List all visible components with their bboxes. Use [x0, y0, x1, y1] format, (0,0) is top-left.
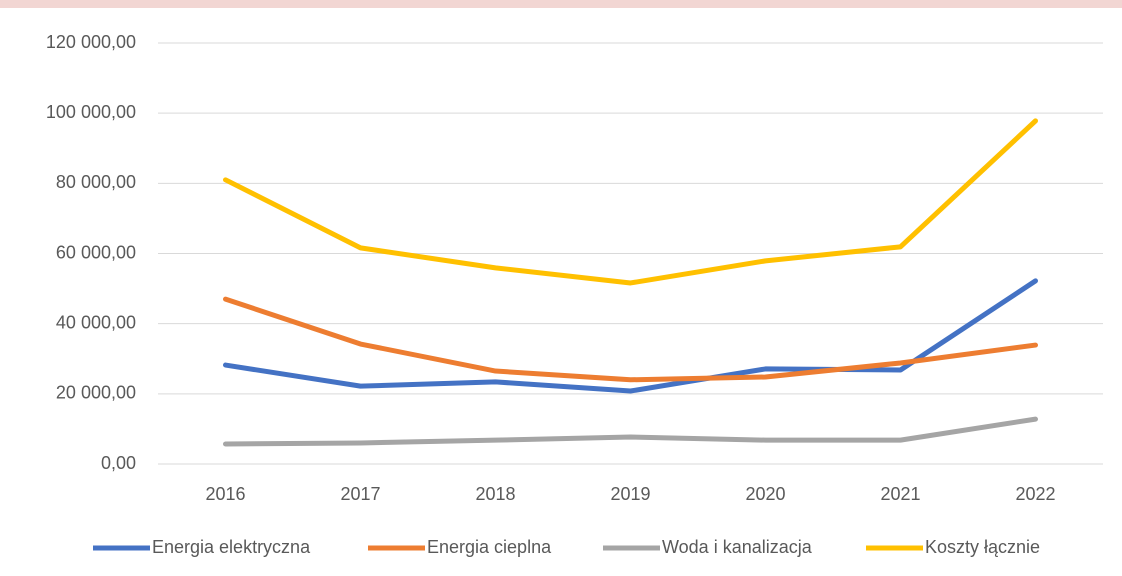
y-tick-label: 40 000,00 [56, 312, 136, 332]
y-tick-label: 20 000,00 [56, 383, 136, 403]
series-line [223, 296, 1038, 383]
page-edge [0, 0, 1122, 8]
y-tick-label: 60 000,00 [56, 242, 136, 262]
x-tick-label: 2018 [475, 484, 515, 504]
legend-label: Energia cieplna [427, 537, 552, 557]
y-tick-label: 120 000,00 [46, 32, 136, 52]
series-line [223, 416, 1038, 447]
legend-label: Koszty łącznie [925, 537, 1040, 557]
legend-label: Woda i kanalizacja [662, 537, 813, 557]
x-tick-label: 2022 [1015, 484, 1055, 504]
y-tick-label: 100 000,00 [46, 102, 136, 122]
x-tick-label: 2020 [745, 484, 785, 504]
y-tick-label: 0,00 [101, 453, 136, 473]
y-tick-label: 80 000,00 [56, 172, 136, 192]
x-tick-label: 2017 [340, 484, 380, 504]
x-tick-label: 2021 [880, 484, 920, 504]
legend-label: Energia elektryczna [152, 537, 311, 557]
x-tick-label: 2019 [610, 484, 650, 504]
x-tick-label: 2016 [205, 484, 245, 504]
series-line [223, 118, 1038, 286]
series-line [223, 278, 1038, 394]
